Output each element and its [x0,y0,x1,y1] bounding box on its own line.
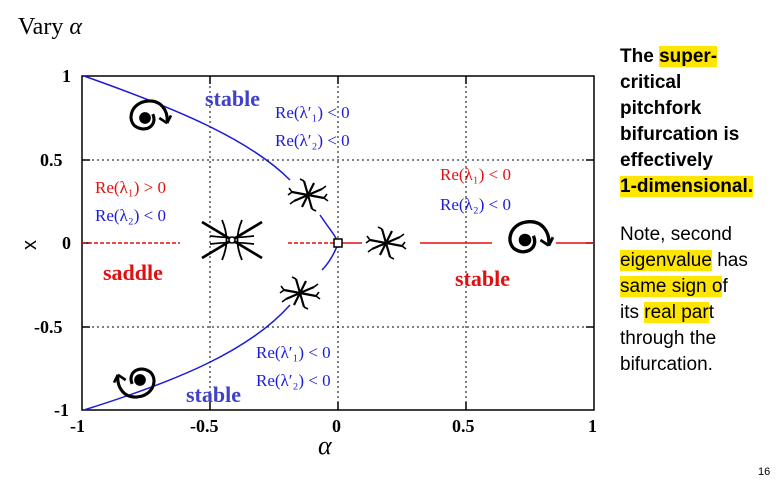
x-tick-neg1: -1 [70,416,85,436]
label-stable-top: stable [205,86,260,111]
y-tick-neg1: -1 [54,400,69,420]
pitchfork-upper-branch [83,75,291,181]
bottom-condition-2: Re(λ′₂) < 0 [256,371,331,390]
x-tick-0.5: 0.5 [452,416,475,436]
bottom-condition-1: Re(λ′₁) < 0 [256,343,331,362]
label-stable-right: stable [455,266,510,291]
explanation-note: The super- critical pitchfork bifurcatio… [620,44,780,378]
label-stable-bottom: stable [186,382,241,407]
slide-number: 16 [758,466,771,478]
top-condition-1: Re(λ′₁) < 0 [275,103,350,122]
y-tick-1: 1 [62,66,71,86]
node-icon-lower [278,275,322,311]
right-condition-1: Re(λ₁) < 0 [440,165,511,184]
note-para1: The super- critical pitchfork bifurcatio… [620,46,754,197]
node-icon-right [364,225,408,261]
label-saddle: saddle [103,260,163,285]
note-para2: Note, second eigenvalue has same sign of… [620,224,748,375]
x-tick-0: 0 [332,416,341,436]
x-tick-1: 1 [588,416,597,436]
bifurcation-point-marker [333,238,343,248]
right-condition-2: Re(λ₂) < 0 [440,195,511,214]
spiral-icon-right [508,220,555,254]
x-axis-label: α [318,431,333,460]
title-text: Vary [18,14,64,40]
saddle-icon [201,219,263,261]
slide-title: Vary α [18,14,82,41]
x-tick-neg0.5: -0.5 [190,416,219,436]
y-tick-0.5: 0.5 [40,150,63,170]
spiral-icon-top [129,99,173,131]
left-condition-2: Re(λ₂) < 0 [95,206,166,225]
y-tick-neg0.5: -0.5 [34,317,63,337]
pitchfork-lower-branch [83,304,291,411]
y-tick-0: 0 [62,233,71,253]
left-condition-1: Re(λ₁) > 0 [95,178,166,197]
top-condition-2: Re(λ′₂) < 0 [275,131,350,150]
node-icon-upper [286,177,330,213]
title-symbol: α [69,14,82,40]
y-axis-label: x [19,240,41,250]
